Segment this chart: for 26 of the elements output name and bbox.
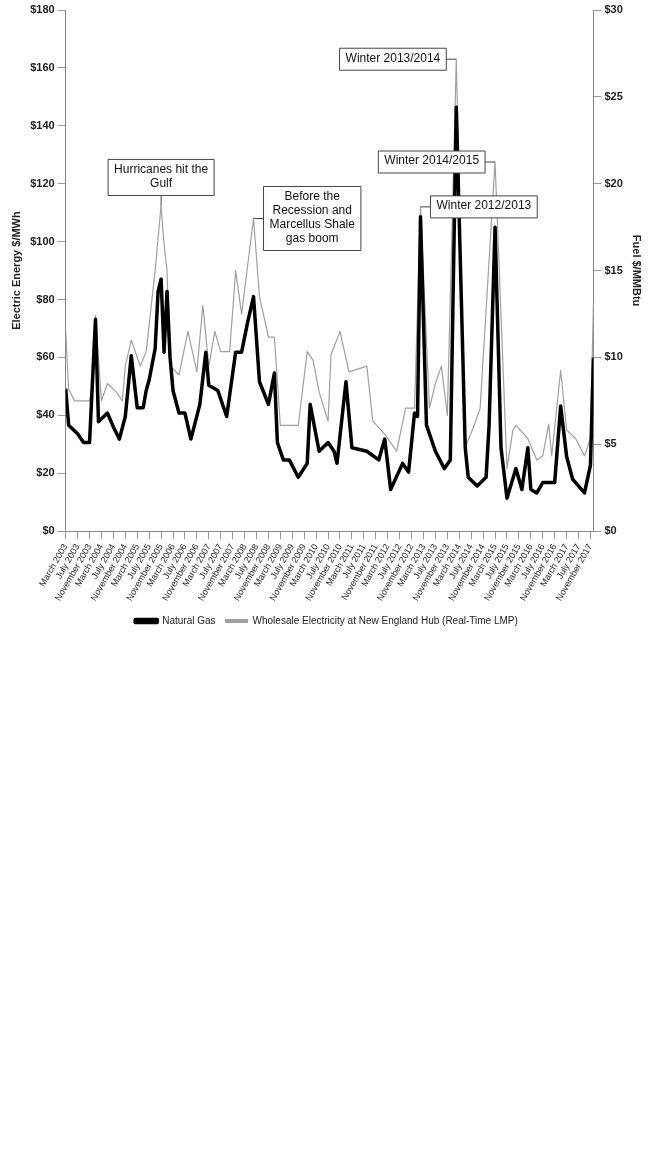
y-tick-label: $180	[30, 3, 55, 16]
y-tick-label: $160	[30, 60, 55, 73]
y-tick-label: $20	[36, 466, 55, 479]
y-tick-label: $40	[36, 408, 55, 421]
annotation: Winter 2013/2014	[345, 50, 441, 65]
y2-tick-label: $0	[604, 524, 617, 537]
y2-tick-label: $30	[604, 3, 623, 16]
y-tick-label: $140	[30, 118, 55, 131]
annotation: Hurricanes hit the Gulf	[114, 161, 209, 190]
legend-label: Natural Gas	[162, 614, 216, 626]
y-tick-label: $120	[30, 176, 55, 189]
y2-tick-label: $10	[604, 350, 623, 363]
annotation: Before the Recession and Marcellus Shale gas boom	[269, 188, 356, 245]
y-tick-label: $60	[36, 350, 55, 363]
y-axis-title: Electric Energy $/MWh	[9, 211, 22, 330]
y2-tick-label: $25	[604, 89, 623, 102]
y2-tick-label: $5	[604, 437, 617, 450]
annotation: Winter 2014/2015	[384, 153, 480, 168]
y2-tick-label: $20	[604, 176, 623, 189]
y-tick-label: $80	[36, 292, 55, 305]
legend-label: Wholesale Electricity at New England Hub (Real-Time LMP)	[252, 614, 518, 626]
y2-axis-title: Fuel $/MMBtu	[631, 234, 644, 307]
y-tick-label: $100	[30, 234, 55, 247]
annotation: Winter 2012/2013	[436, 198, 532, 213]
y-tick-label: $0	[42, 524, 55, 537]
y2-tick-label: $15	[604, 263, 623, 276]
